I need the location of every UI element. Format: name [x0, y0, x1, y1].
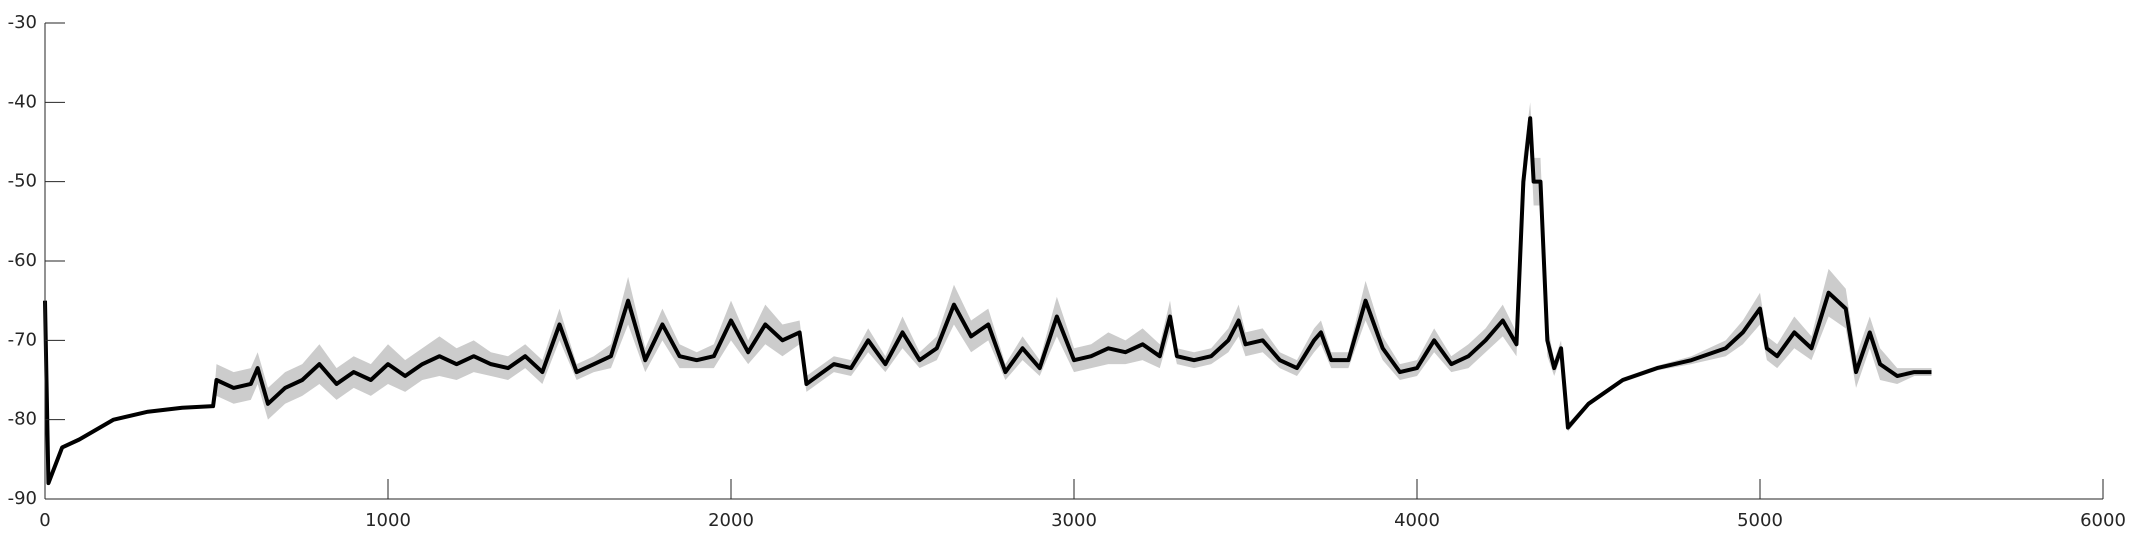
x-tick-label: 1000: [365, 510, 411, 531]
y-tick-label: -50: [8, 171, 37, 192]
x-tick-label: 5000: [1737, 510, 1783, 531]
line: [43, 116, 1932, 486]
y-tick-label: -80: [8, 409, 37, 430]
y-tick-label: -90: [8, 488, 37, 509]
y-tick-label: -60: [8, 250, 37, 271]
x-tick-label: 2000: [708, 510, 754, 531]
x-tick-label: 0: [39, 510, 50, 531]
y-tick-label: -70: [8, 329, 37, 350]
y-tick-label: -30: [8, 12, 37, 33]
band: [45, 102, 1932, 484]
y-tick-label: -40: [8, 91, 37, 112]
x-tick-label: 4000: [1394, 510, 1440, 531]
x-tick-label: 6000: [2080, 510, 2126, 531]
x-tick-label: 3000: [1051, 510, 1097, 531]
